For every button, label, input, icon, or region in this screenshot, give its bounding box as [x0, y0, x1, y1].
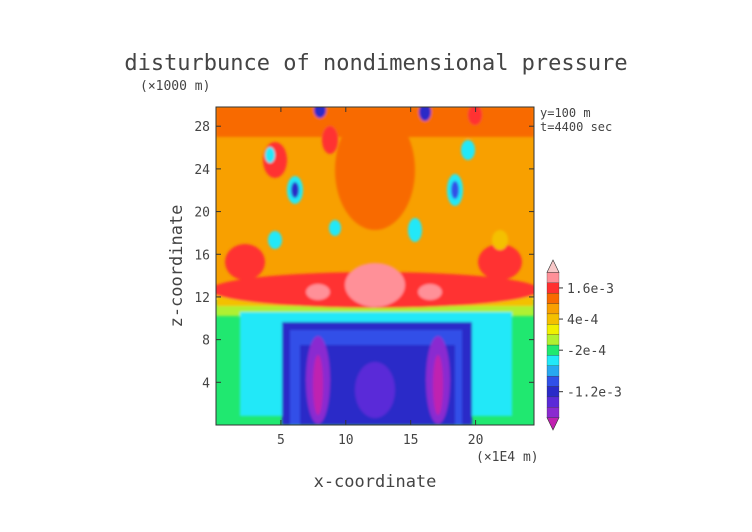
plot-frame	[215, 106, 535, 426]
y-tick-label: 20	[194, 206, 210, 221]
colorbar-level	[546, 303, 560, 315]
colorbar-level	[546, 272, 560, 283]
colorbar-label: 4e-4	[567, 313, 598, 328]
x-tick-label: 20	[468, 433, 484, 448]
colorbar-level	[546, 313, 560, 325]
colorbar: 1.6e-3 4e-4 -2e-4 -1.2e-3	[546, 259, 622, 431]
colorbar-label: 1.6e-3	[567, 282, 614, 297]
y-axis-label: z-coordinate	[167, 205, 187, 328]
y-tick-label: 8	[202, 334, 210, 349]
annotation-t: t=4400 sec	[540, 120, 612, 134]
colorbar-level	[546, 407, 560, 418]
annotation-y: y=100 m	[540, 106, 591, 120]
x-tick-label: 5	[277, 433, 285, 448]
x-axis-label: x-coordinate	[314, 472, 437, 492]
y-tick-label: 12	[194, 291, 210, 306]
colorbar-level	[546, 292, 560, 304]
colorbar-level	[546, 386, 560, 398]
x-axis: 5 10 15 20	[277, 107, 483, 448]
colorbar-level	[546, 334, 560, 346]
colorbar-level	[546, 344, 560, 356]
y-tick-label: 28	[194, 120, 210, 135]
colorbar-level	[546, 282, 560, 294]
chart-title: disturbunce of nondimensional pressure	[124, 51, 627, 76]
colorbar-level	[546, 355, 560, 366]
colorbar-level	[546, 365, 560, 377]
x-unit-label: (×1E4 m)	[476, 450, 539, 465]
colorbar-label: -1.2e-3	[567, 386, 622, 401]
x-tick-label: 15	[403, 433, 419, 448]
colorbar-label: -2e-4	[567, 344, 606, 359]
plot-area	[216, 107, 534, 425]
x-tick-label: 10	[338, 433, 354, 448]
y-tick-label: 24	[194, 163, 210, 178]
y-tick-label: 4	[202, 376, 210, 391]
colorbar-level	[546, 259, 560, 273]
z-unit-label: (×1000 m)	[140, 79, 210, 94]
colorbar-level	[546, 417, 560, 431]
y-tick-label: 16	[194, 248, 210, 263]
y-axis: 4 8 12 16 20 24 28	[194, 120, 534, 391]
colorbar-level	[546, 375, 560, 387]
colorbar-level	[546, 324, 560, 335]
colorbar-level	[546, 396, 560, 408]
